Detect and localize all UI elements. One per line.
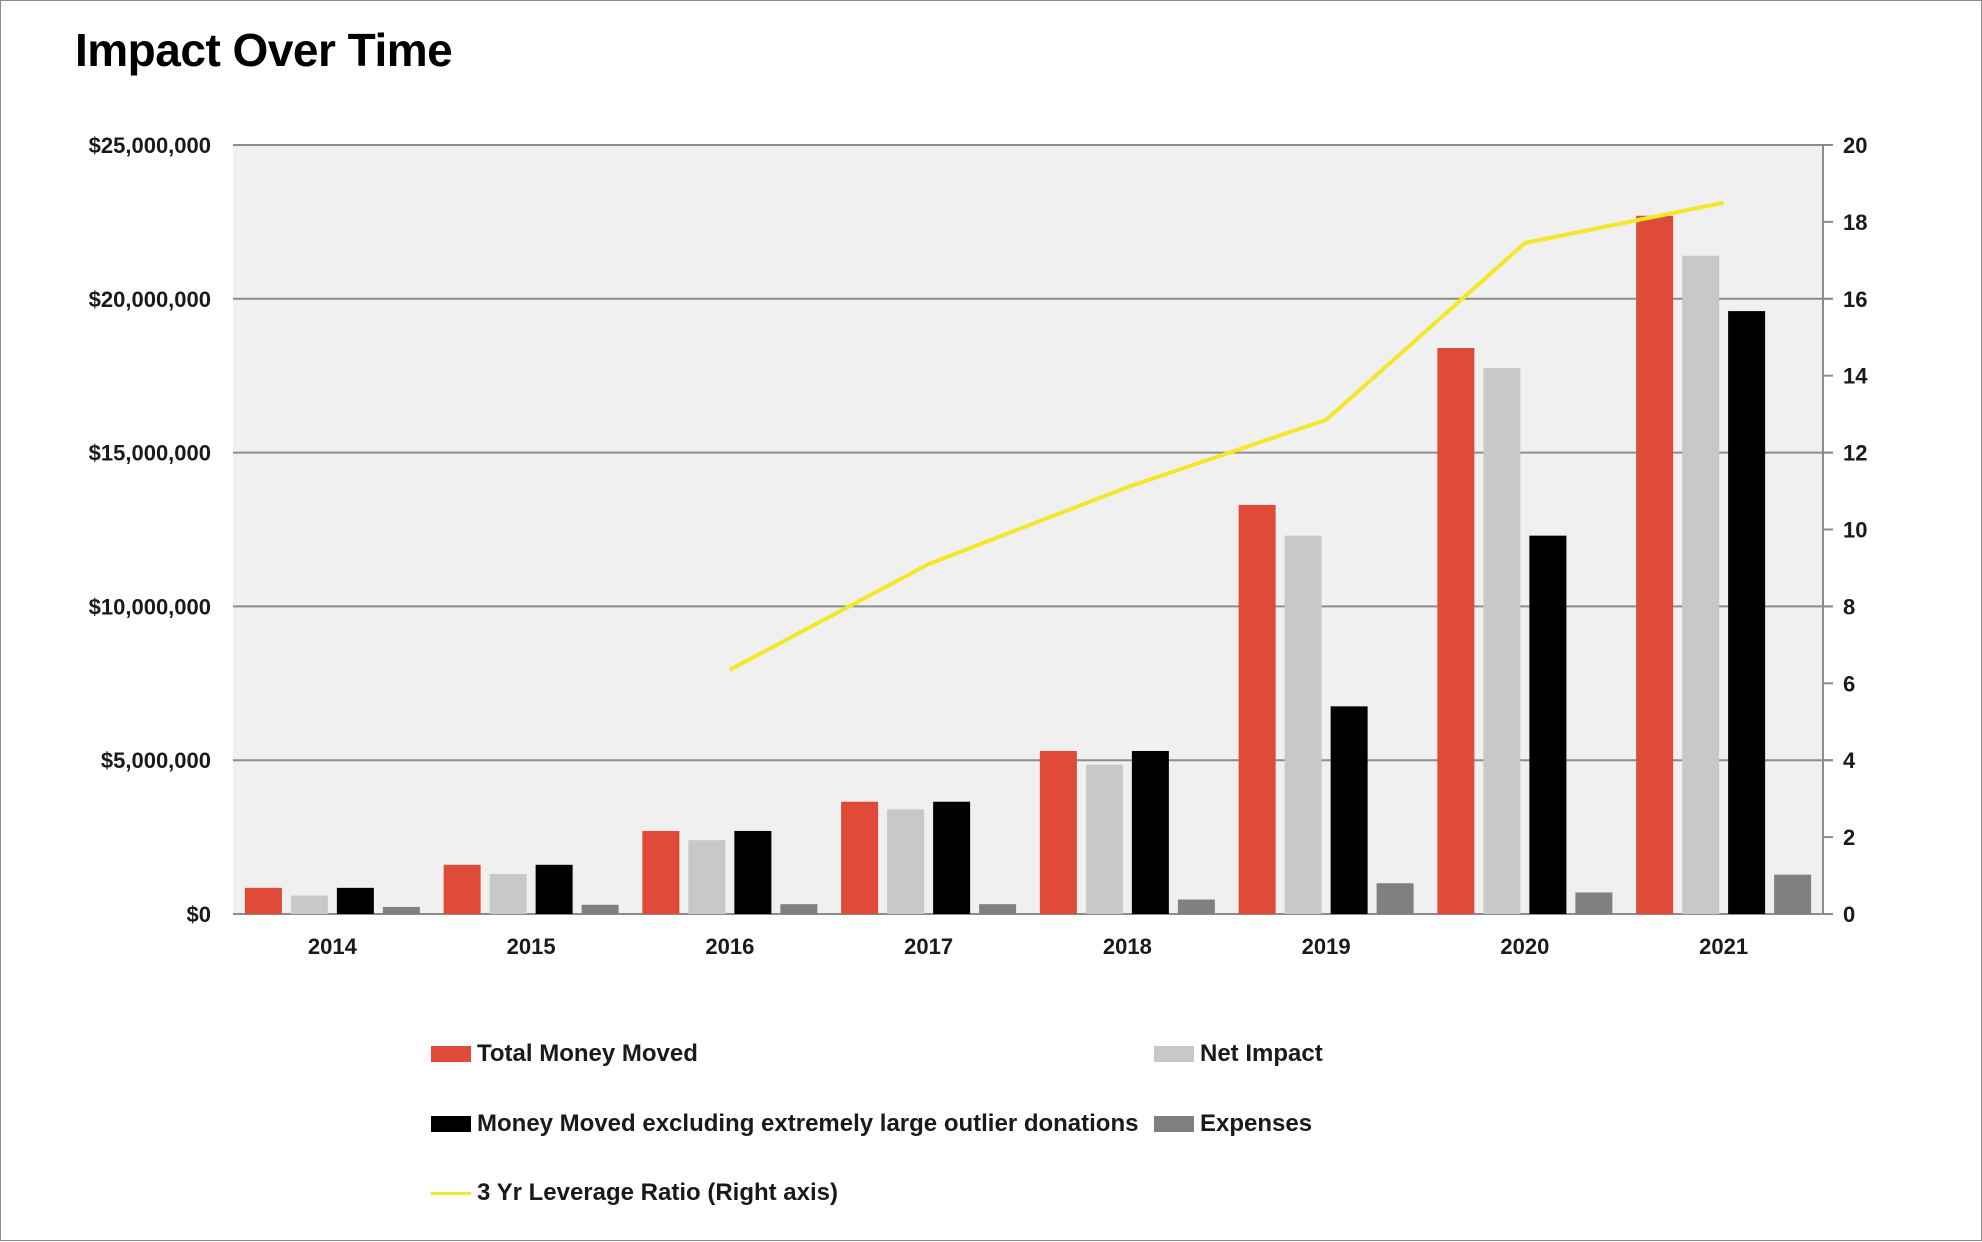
bar-expenses	[1575, 892, 1613, 914]
right-axis-tick-label: 4	[1843, 748, 1856, 773]
bar-money-moved-excluding-extremely-large-outlier-donations	[933, 801, 971, 914]
bar-money-moved-excluding-extremely-large-outlier-donations	[734, 830, 772, 914]
bar-total-money-moved	[841, 801, 879, 914]
bar-total-money-moved	[1238, 504, 1276, 914]
bar-total-money-moved	[1039, 750, 1077, 914]
x-axis-tick-label: 2021	[1699, 934, 1748, 959]
bar-total-money-moved	[642, 830, 680, 914]
bar-expenses	[1376, 883, 1414, 914]
bar-expenses	[382, 906, 420, 914]
right-axis-tick-label: 12	[1843, 441, 1867, 466]
bar-total-money-moved	[443, 864, 481, 914]
bar-expenses	[581, 904, 619, 914]
bar-series-group	[244, 215, 1812, 915]
left-axis-tick-label: $25,000,000	[89, 133, 211, 158]
right-axis-tick-label: 20	[1843, 133, 1867, 158]
right-axis-tick-label: 14	[1843, 364, 1868, 389]
bar-net-impact	[1682, 255, 1720, 915]
x-axis-tick-label: 2014	[308, 934, 358, 959]
bar-money-moved-excluding-extremely-large-outlier-donations	[336, 887, 374, 914]
bar-money-moved-excluding-extremely-large-outlier-donations	[535, 864, 573, 914]
bar-expenses	[1774, 874, 1812, 914]
left-axis-tick-label: $5,000,000	[101, 748, 211, 773]
x-axis-tick-label: 2019	[1302, 934, 1351, 959]
bar-total-money-moved	[1437, 348, 1475, 914]
bar-net-impact	[1483, 368, 1521, 914]
right-axis-tick-label: 16	[1843, 287, 1867, 312]
line-series-group	[728, 200, 1724, 672]
x-axis-tick-label: 2016	[705, 934, 754, 959]
bar-money-moved-excluding-extremely-large-outlier-donations	[1131, 750, 1169, 914]
left-axis-tick-label: $20,000,000	[89, 287, 211, 312]
chart-title: Impact Over Time	[75, 24, 453, 76]
bar-net-impact	[887, 809, 925, 914]
left-axis-tick-label: $15,000,000	[89, 441, 211, 466]
bar-net-impact	[1085, 764, 1123, 914]
right-axis-tick-label: 10	[1843, 518, 1867, 543]
bar-total-money-moved	[1636, 215, 1674, 915]
bar-money-moved-excluding-extremely-large-outlier-donations	[1529, 535, 1567, 914]
right-axis-tick-label: 0	[1843, 902, 1855, 927]
x-axis-tick-label: 2017	[904, 934, 953, 959]
right-axis-ticks: 0 2 4 6 8 10 12 14 16 18 20	[1822, 133, 1868, 927]
bar-net-impact	[489, 874, 527, 914]
x-axis-tick-label: 2020	[1500, 934, 1549, 959]
bar-total-money-moved	[244, 887, 282, 914]
x-axis-tick-label: 2018	[1103, 934, 1152, 959]
left-axis-tick-label: $10,000,000	[89, 594, 211, 619]
x-axis-tick-label: 2015	[507, 934, 556, 959]
right-axis-tick-label: 6	[1843, 671, 1855, 696]
right-axis-tick-label: 2	[1843, 825, 1855, 850]
right-axis-tick-label: 8	[1843, 594, 1855, 619]
left-axis-tick-label: $0	[187, 902, 211, 927]
bar-expenses	[1177, 899, 1215, 914]
bar-net-impact	[290, 895, 328, 914]
bar-money-moved-excluding-extremely-large-outlier-donations	[1330, 706, 1368, 914]
line-leverage-ratio	[728, 200, 1724, 672]
bar-net-impact	[688, 840, 726, 914]
plot-area	[233, 145, 1823, 914]
bar-money-moved-excluding-extremely-large-outlier-donations	[1728, 311, 1766, 914]
bar-expenses	[780, 904, 818, 914]
x-axis-ticks: 2014 2015 2016 2017 2018 2019 2020 2021	[308, 934, 1748, 959]
bar-net-impact	[1284, 535, 1322, 914]
bar-expenses	[979, 904, 1017, 914]
left-axis-ticks: $0 $5,000,000 $10,000,000 $15,000,000 $20,00…	[89, 133, 211, 927]
right-axis-tick-label: 18	[1843, 210, 1867, 235]
